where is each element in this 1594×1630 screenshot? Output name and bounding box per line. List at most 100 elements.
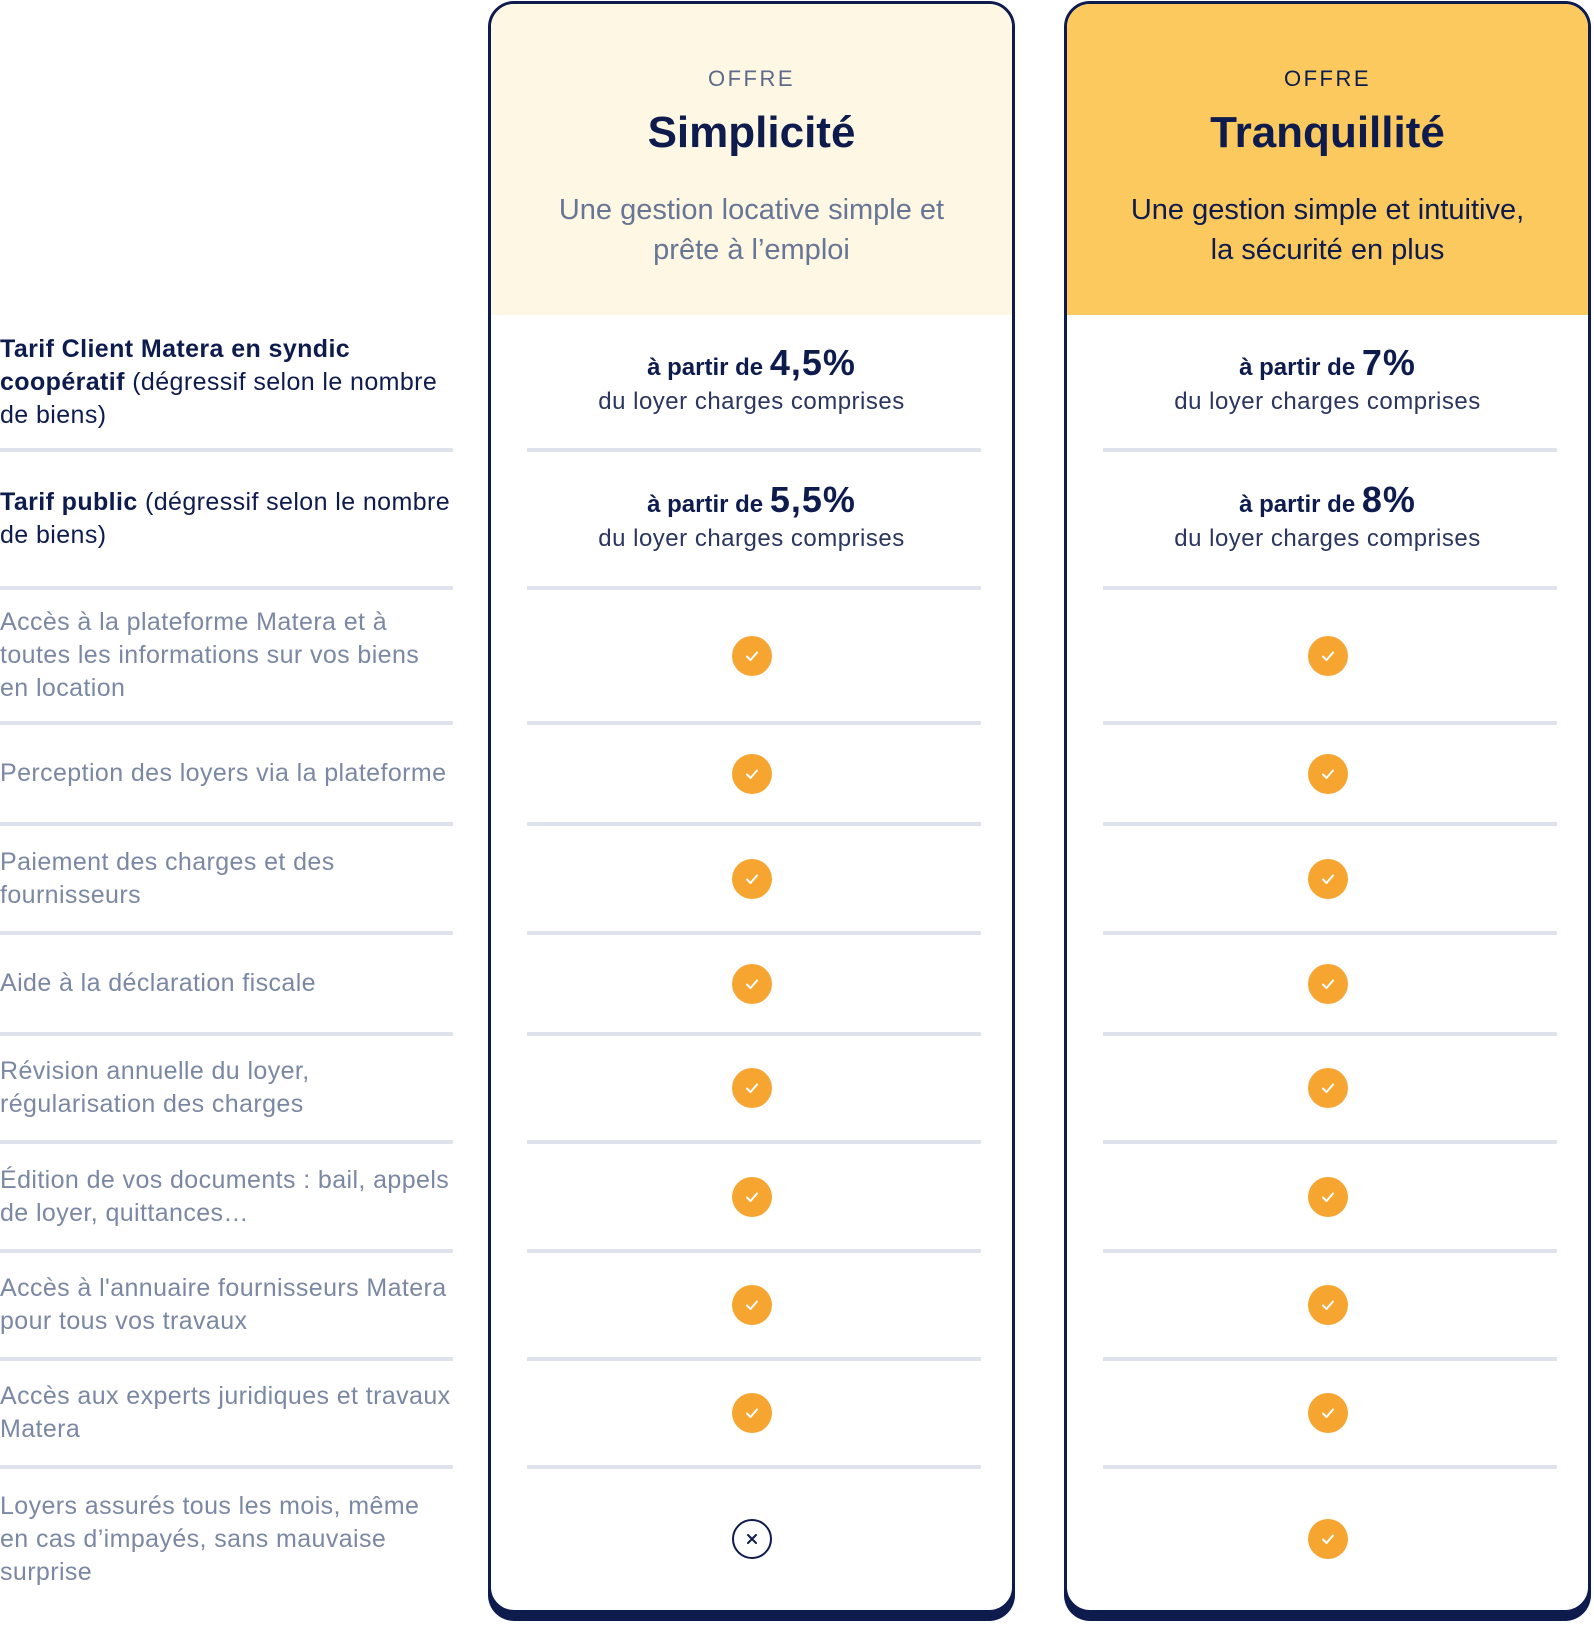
check-circle-icon <box>731 1285 772 1325</box>
price-block: à partir de 8% du loyer charges comprises <box>1174 481 1480 556</box>
check-circle-icon <box>1307 963 1348 1004</box>
price-value: 7% <box>1361 341 1416 383</box>
check-circle-icon <box>731 858 772 899</box>
feature-cell <box>491 1144 1012 1249</box>
price-prefix: à partir de <box>1239 353 1356 381</box>
feature-label-row: Aide à la déclaration fiscale <box>0 935 453 1032</box>
feature-cell <box>491 1253 1012 1357</box>
price-suffix: du loyer charges comprises <box>598 524 905 552</box>
price-prefix: à partir de <box>1239 490 1356 518</box>
price-value: 5,5% <box>769 478 856 520</box>
plan-header: OFFRE Tranquillité Une gestion simple et… <box>1067 4 1588 315</box>
feature-label: Accès aux experts juridiques et travaux … <box>0 1382 451 1443</box>
plan-tagline: Une gestion simple et intuitive, la sécu… <box>1130 194 1525 266</box>
plan-header: OFFRE Simplicité Une gestion locative si… <box>491 4 1012 315</box>
price-value: 4,5% <box>769 341 856 383</box>
price-line: à partir de 4,5% <box>598 344 904 385</box>
price-cell: à partir de 8% du loyer charges comprises <box>1067 452 1588 586</box>
check-circle-icon <box>1307 635 1348 676</box>
row-divider <box>0 822 453 826</box>
feature-label-row: Paiement des charges et des fournisseurs <box>0 826 453 931</box>
feature-cell <box>491 1469 1012 1609</box>
row-divider <box>0 1465 453 1469</box>
feature-label-row: Accès à la plateforme Matera et à toutes… <box>0 590 453 721</box>
price-prefix: à partir de <box>647 353 764 381</box>
price-block: à partir de 4,5% du loyer charges compris… <box>598 344 905 419</box>
check-circle-icon <box>1307 1393 1348 1433</box>
row-divider <box>1103 822 1557 826</box>
feature-label: Perception des loyers via la plateforme <box>0 759 447 787</box>
feature-label: Tarif Client Matera en syndic coopératif… <box>0 334 438 429</box>
plan-card-simplicite: OFFRE Simplicité Une gestion locative si… <box>488 1 1015 1613</box>
row-divider <box>1103 1032 1557 1036</box>
row-divider <box>0 1357 453 1361</box>
price-cell: à partir de 7% du loyer charges comprises <box>1067 316 1588 448</box>
feature-label-row: Tarif public (dégressif selon le nombre … <box>0 452 453 586</box>
row-divider <box>527 1140 981 1144</box>
price-block: à partir de 5,5% du loyer charges compris… <box>598 481 905 556</box>
plan-kicker: OFFRE <box>707 66 796 91</box>
feature-cell <box>1067 1253 1588 1357</box>
feature-cell <box>491 1036 1012 1140</box>
row-divider <box>0 1140 453 1144</box>
row-divider <box>1103 1465 1557 1469</box>
check-circle-icon <box>731 635 772 676</box>
feature-label-row: Accès à l'annuaire fournisseurs Matera p… <box>0 1253 453 1357</box>
feature-cell <box>1067 590 1588 721</box>
row-divider <box>1103 1140 1557 1144</box>
row-divider <box>0 448 453 452</box>
row-divider <box>527 1032 981 1036</box>
check-circle-icon <box>1307 1519 1348 1559</box>
row-divider <box>527 721 981 725</box>
plan-name: Tranquillité <box>1210 108 1445 157</box>
price-value: 8% <box>1361 478 1416 520</box>
feature-label: Révision annuelle du loyer, régularisati… <box>0 1057 310 1118</box>
feature-label: Tarif public (dégressif selon le nombre … <box>0 488 451 549</box>
plan-kicker: OFFRE <box>1283 66 1372 91</box>
check-circle-icon <box>1307 858 1348 899</box>
feature-label-row: Perception des loyers via la plateforme <box>0 725 453 822</box>
feature-label-row: Tarif Client Matera en syndic coopératif… <box>0 316 453 448</box>
check-circle-icon <box>731 1393 772 1433</box>
row-divider <box>527 586 981 590</box>
row-divider <box>527 822 981 826</box>
price-suffix: du loyer charges comprises <box>598 387 905 415</box>
feature-cell <box>491 725 1012 822</box>
feature-label-row: Loyers assurés tous les mois, même en ca… <box>0 1469 453 1609</box>
price-cell: à partir de 4,5% du loyer charges compris… <box>491 316 1012 448</box>
row-divider <box>0 586 453 590</box>
feature-label-row: Accès aux experts juridiques et travaux … <box>0 1361 453 1465</box>
price-cell: à partir de 5,5% du loyer charges compris… <box>491 452 1012 586</box>
cross-circle-icon <box>731 1519 772 1559</box>
row-divider <box>527 448 981 452</box>
feature-label: Paiement des charges et des fournisseurs <box>0 847 335 909</box>
row-divider <box>527 931 981 935</box>
check-circle-icon <box>1307 753 1348 794</box>
row-divider <box>1103 931 1557 935</box>
price-line: à partir de 8% <box>1174 481 1480 522</box>
feature-cell <box>1067 826 1588 931</box>
row-divider <box>1103 721 1557 725</box>
row-divider <box>0 721 453 725</box>
feature-cell <box>1067 1036 1588 1140</box>
plan-name: Simplicité <box>647 108 856 157</box>
feature-label: Loyers assurés tous les mois, même en ca… <box>0 1491 420 1586</box>
row-divider <box>0 931 453 935</box>
row-divider <box>527 1249 981 1253</box>
check-circle-icon <box>1307 1176 1348 1217</box>
feature-cell <box>1067 725 1588 822</box>
feature-cell <box>1067 1144 1588 1249</box>
check-circle-icon <box>731 1176 772 1217</box>
plan-card-tranquillite: OFFRE Tranquillité Une gestion simple et… <box>1064 1 1591 1613</box>
check-circle-icon <box>731 1068 772 1108</box>
feature-cell <box>491 1361 1012 1465</box>
row-divider <box>1103 448 1557 452</box>
check-circle-icon <box>1307 1285 1348 1325</box>
price-suffix: du loyer charges comprises <box>1174 387 1481 415</box>
price-prefix: à partir de <box>647 490 764 518</box>
row-divider <box>1103 1357 1557 1361</box>
check-circle-icon <box>731 753 772 794</box>
price-block: à partir de 7% du loyer charges comprises <box>1174 344 1481 419</box>
feature-cell <box>1067 1361 1588 1465</box>
row-divider <box>0 1249 453 1253</box>
